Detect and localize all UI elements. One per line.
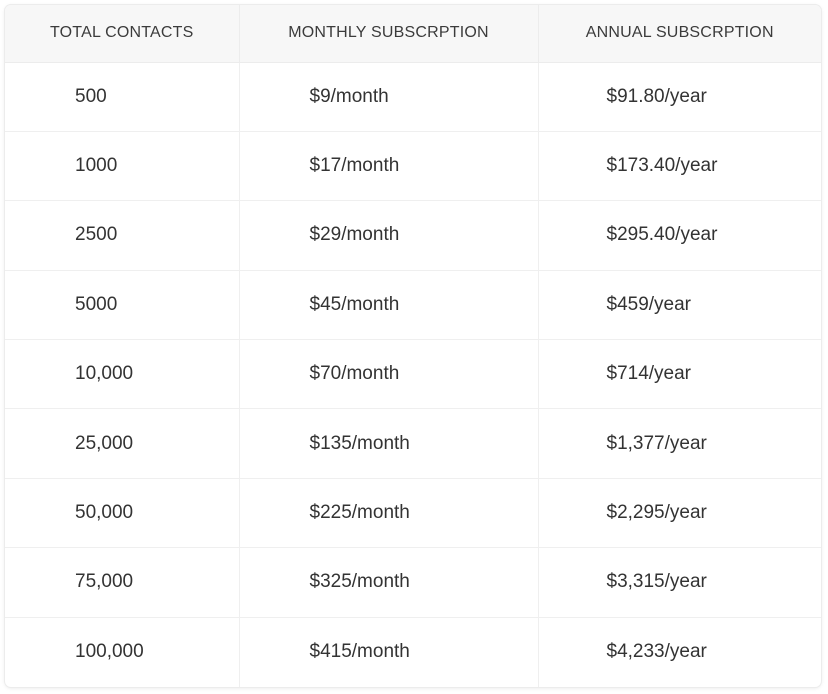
cell-contacts: 500 <box>5 62 240 132</box>
table-row: 10,000 $70/month $714/year <box>5 339 821 410</box>
cell-annual-price: $714/year <box>538 339 821 410</box>
table-row: 100,000 $415/month $4,233/year <box>5 617 821 687</box>
cell-contacts: 25,000 <box>5 408 240 479</box>
pricing-table-container: TOTAL CONTACTS MONTHLY SUBSCRPTION ANNUA… <box>5 5 821 687</box>
cell-contacts: 100,000 <box>5 617 240 687</box>
cell-monthly-price: $29/month <box>239 200 539 271</box>
cell-monthly-price: $9/month <box>239 62 539 132</box>
cell-contacts: 1000 <box>5 131 240 202</box>
cell-annual-price: $459/year <box>538 270 821 341</box>
header-total-contacts: TOTAL CONTACTS <box>5 5 240 63</box>
cell-annual-price: $3,315/year <box>538 547 821 618</box>
cell-annual-price: $4,233/year <box>606 641 707 663</box>
table-row: 5000 $45/month $459/year <box>5 270 821 341</box>
cell-monthly-price: $135/month <box>239 408 539 479</box>
header-annual-subscription: ANNUAL SUBSCRPTION <box>538 5 821 63</box>
header-monthly-subscription: MONTHLY SUBSCRPTION <box>239 5 539 63</box>
cell-contacts: 2500 <box>5 200 240 271</box>
table-row: 500 $9/month $91.80/year <box>5 62 821 132</box>
cell-annual-price: $2,295/year <box>538 478 821 549</box>
cell-monthly-price: $325/month <box>239 547 539 618</box>
cell-monthly-price: $70/month <box>239 339 539 410</box>
cell-monthly-price: $45/month <box>239 270 539 341</box>
table-header-row: TOTAL CONTACTS MONTHLY SUBSCRPTION ANNUA… <box>5 5 821 63</box>
cell-monthly-price: $225/month <box>239 478 539 549</box>
table-row: 1000 $17/month $173.40/year <box>5 131 821 202</box>
cell-contacts: 75,000 <box>5 547 240 618</box>
cell-annual-price: $295.40/year <box>538 200 821 271</box>
table-row: 2500 $29/month $295.40/year <box>5 200 821 271</box>
cell-monthly-price: $17/month <box>239 131 539 202</box>
cell-annual-price: $1,377/year <box>538 408 821 479</box>
table-row: 75,000 $325/month $3,315/year <box>5 547 821 618</box>
table-row: 50,000 $225/month $2,295/year <box>5 478 821 549</box>
cell-annual-price: $173.40/year <box>538 131 821 202</box>
cell-contacts: 5000 <box>5 270 240 341</box>
table-row: 25,000 $135/month $1,377/year <box>5 408 821 479</box>
cell-annual-price: $91.80/year <box>538 62 821 132</box>
cell-contacts: 50,000 <box>5 478 240 549</box>
cell-monthly-price: $415/month <box>239 617 539 687</box>
pricing-table: TOTAL CONTACTS MONTHLY SUBSCRPTION ANNUA… <box>5 5 821 687</box>
cell-contacts: 10,000 <box>5 339 240 410</box>
